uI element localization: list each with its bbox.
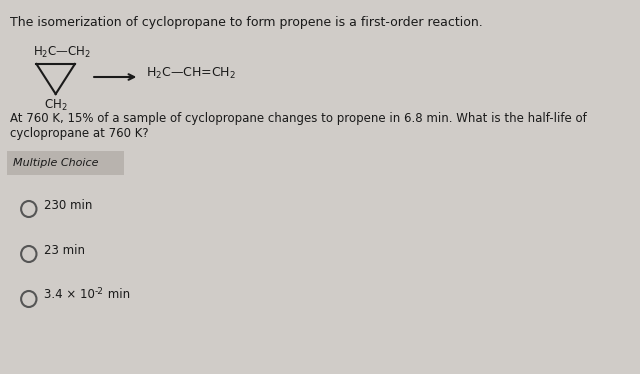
Text: -2: -2 <box>94 286 103 295</box>
Text: $\mathregular{H_2C}$—CH=$\mathregular{CH_2}$: $\mathregular{H_2C}$—CH=$\mathregular{CH… <box>146 65 236 80</box>
Text: $\mathregular{CH_2}$: $\mathregular{CH_2}$ <box>44 98 67 113</box>
Text: Multiple Choice: Multiple Choice <box>13 158 99 168</box>
Text: The isomerization of cyclopropane to form propene is a first-order reaction.: The isomerization of cyclopropane to for… <box>10 16 483 29</box>
Text: min: min <box>104 288 130 301</box>
Text: 3.4 × 10: 3.4 × 10 <box>44 288 95 301</box>
Text: At 760 K, 15% of a sample of cyclopropane changes to propene in 6.8 min. What is: At 760 K, 15% of a sample of cyclopropan… <box>10 112 586 140</box>
Text: 230 min: 230 min <box>44 199 93 212</box>
Text: $\mathregular{H_2C}$—$\mathregular{CH_2}$: $\mathregular{H_2C}$—$\mathregular{CH_2}… <box>33 45 91 60</box>
FancyBboxPatch shape <box>6 151 124 175</box>
Text: 23 min: 23 min <box>44 243 85 257</box>
